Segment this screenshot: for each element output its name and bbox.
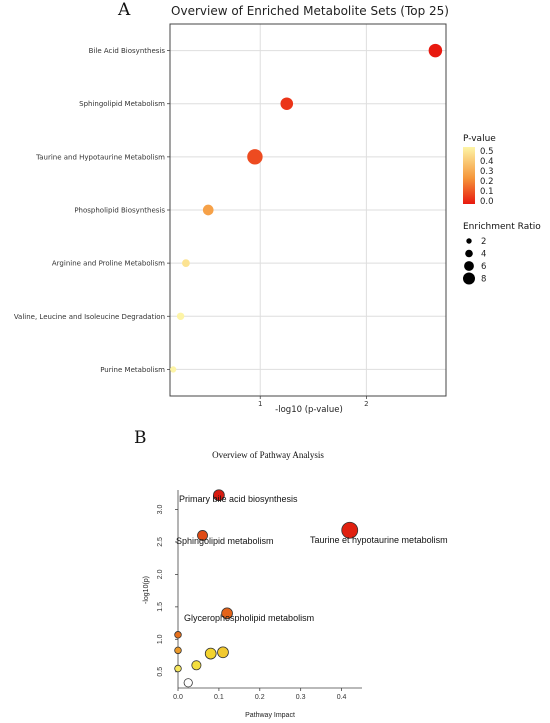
annotation-taurine: Taurine et hypotaurine metabolism (310, 535, 448, 545)
chart-b-ytick-label: 0.5 (157, 667, 164, 677)
chart-b-ytick-label: 2.0 (157, 569, 164, 579)
annotation-sphingolipid: Sphingolipid metabolism (176, 536, 274, 546)
chart-b-point (197, 530, 208, 541)
chart-a-point (428, 43, 443, 58)
chart-b-y-axis-title: -log10(p) (143, 576, 150, 604)
chart-b-point (341, 521, 359, 539)
panel-b-letter: B (134, 428, 147, 448)
chart-a-category-label: Purine Metabolism (100, 366, 165, 374)
chart-a-point (182, 259, 190, 268)
chart-a-xtick-label: 2 (364, 400, 368, 408)
legend-pvalue-title: P-value (463, 134, 496, 144)
chart-b-point (221, 607, 233, 620)
legend-enrichment-dot (463, 272, 475, 285)
chart-b-title: Overview of Pathway Analysis (212, 450, 324, 460)
chart-a-points (170, 43, 443, 373)
legend-enrichment-dot (466, 238, 472, 244)
chart-a-category-label: Bile Acid Biosynthesis (89, 47, 166, 55)
chart-b-point (204, 647, 217, 660)
chart-a-point (247, 149, 263, 165)
chart-b-xtick-label: 0.1 (214, 694, 224, 701)
chart-b-x-axis-title: Pathway Impact (245, 712, 295, 719)
chart-b-ytick-label: 2.5 (157, 537, 164, 547)
legend-pvalue-tick-label: 0.1 (480, 187, 494, 197)
chart-b-x-ticks: 0.0 0.1 0.2 0.3 0.4 (173, 688, 347, 701)
annotation-primary-bile-acid: Primary bile acid biosynthesis (179, 494, 298, 504)
chart-a-category-labels: Bile Acid Biosynthesis Sphingolipid Metab… (14, 47, 170, 374)
legend-enrichment-label: 4 (481, 250, 486, 260)
chart-b-point (174, 664, 182, 673)
chart-a-category-label: Valine, Leucine and Isoleucine Degradati… (14, 313, 165, 321)
chart-b-xtick-label: 0.2 (255, 694, 265, 701)
chart-a-x-axis-title: -log10 (p-value) (275, 405, 343, 415)
chart-b-point (183, 678, 193, 688)
legend-enrichment-title: Enrichment Ratio (463, 222, 541, 232)
chart-a-point (202, 204, 214, 216)
legend-pvalue-tick-label: 0.3 (480, 167, 494, 177)
legend-pvalue-tick-label: 0.0 (480, 197, 494, 207)
chart-a-xtick-label: 1 (258, 400, 262, 408)
chart-b-point (191, 660, 202, 671)
legend-pvalue-tick-label: 0.4 (480, 157, 494, 167)
chart-b-xtick-label: 0.4 (337, 694, 347, 701)
legend-enrichment-label: 2 (481, 237, 486, 247)
legend-enrichment-entries: 2 4 6 8 (463, 237, 486, 285)
chart-b-ytick-label: 3.0 (157, 505, 164, 515)
legend-enrichment-label: 8 (481, 275, 486, 285)
chart-a-point (176, 312, 185, 320)
legend-enrichment-dot (464, 261, 474, 271)
chart-b-xtick-label: 0.3 (296, 694, 306, 701)
chart-a-title: Overview of Enriched Metabolite Sets (To… (171, 4, 449, 18)
chart-b-point (217, 646, 229, 659)
chart-a-point (280, 97, 294, 110)
chart-a-category-label: Arginine and Proline Metabolism (52, 260, 165, 268)
chart-a-point (170, 366, 177, 373)
legend-enrichment-dot (465, 249, 473, 258)
chart-b-point (213, 489, 225, 502)
panel-a-letter: A (117, 0, 131, 20)
chart-a-category-label: Taurine and Hypotaurine Metabolism (35, 153, 165, 161)
legend-pvalue-tick-label: 0.5 (480, 147, 494, 157)
chart-b-points (174, 489, 359, 688)
legend-pvalue-colorbar (463, 147, 475, 204)
chart-b-xtick-label: 0.0 (173, 694, 183, 701)
annotation-glycerophospholipid: Glycerophospholipid metabolism (184, 613, 314, 623)
legend-pvalue-tick-label: 0.2 (480, 177, 494, 187)
chart-a-gridlines (170, 24, 446, 396)
chart-a-category-label: Sphingolipid Metabolism (79, 100, 165, 108)
chart-b-point (174, 631, 182, 639)
legend-enrichment-label: 6 (481, 262, 486, 272)
chart-b-point (174, 646, 182, 655)
chart-b-ytick-label: 1.0 (157, 634, 164, 644)
chart-a-category-label: Phospholipid Biosynthesis (74, 207, 165, 215)
chart-b-ytick-label: 1.5 (157, 602, 164, 612)
legend-pvalue-ticks: 0.50.40.30.20.10.0 (480, 147, 494, 207)
